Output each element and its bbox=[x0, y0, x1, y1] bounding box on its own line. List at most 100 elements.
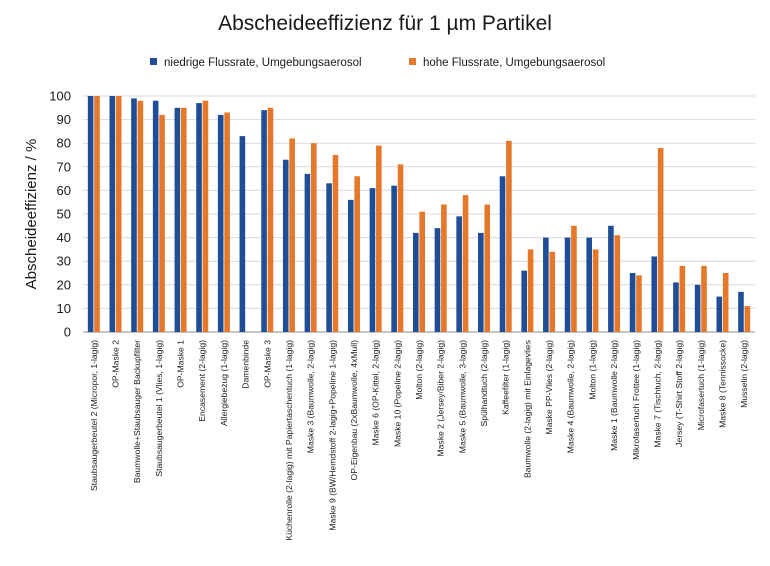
bar-low-flow bbox=[543, 237, 549, 332]
bar-low-flow bbox=[586, 237, 593, 332]
x-tick-label: Staubsaugerbeutel 2 (Micropor, 1-lagig) bbox=[89, 340, 99, 491]
bar-low-flow bbox=[196, 103, 202, 332]
x-tick-label: Maske 10 (Popeline 2-lagig) bbox=[392, 340, 402, 447]
bar-high-flow bbox=[137, 100, 144, 332]
chart-title: Abscheideeffizienz für 1 µm Partikel bbox=[218, 12, 552, 35]
bar-low-flow bbox=[131, 98, 137, 332]
x-tick-label: Molton (2-lagig) bbox=[414, 340, 424, 400]
gridlines bbox=[83, 95, 755, 333]
y-tick-label: 80 bbox=[57, 136, 71, 151]
bar-low-flow bbox=[152, 100, 159, 332]
y-tick-label: 100 bbox=[49, 89, 71, 104]
bar-high-flow bbox=[592, 249, 599, 332]
legend: niedrige Flussrate, Umgebungsaerosol hoh… bbox=[150, 57, 605, 69]
x-tick-label: Maske 9 (BW/Hemdstoff 2-lagig+Popeline 1… bbox=[327, 340, 337, 531]
bar-low-flow bbox=[326, 183, 332, 332]
bar-high-flow bbox=[332, 155, 339, 332]
y-tick-label: 70 bbox=[57, 159, 71, 174]
x-tick-label: Maske 2 (Jersey/Biber 2-lagig) bbox=[436, 340, 446, 457]
bar-low-flow bbox=[261, 110, 267, 332]
bar-high-flow bbox=[441, 204, 447, 332]
bar-low-flow bbox=[608, 225, 614, 332]
x-tick-label: Maske 3 (Baumwolle, 2-lagig) bbox=[306, 340, 316, 453]
x-tick-label: Küchenrolle (2-lagig) mit Papiertaschent… bbox=[284, 340, 294, 541]
x-tick-label: Musselin (2-lagig) bbox=[739, 340, 749, 408]
bar-low-flow bbox=[738, 291, 744, 332]
legend-label-high-flow: hohe Flussrate, Umgebungsaerosol bbox=[423, 57, 605, 69]
bar-high-flow bbox=[354, 176, 360, 332]
x-tick-label: Encasement (2-lagig) bbox=[197, 340, 207, 422]
y-axis-label: Abscheideeffizienz / % bbox=[23, 139, 40, 290]
y-tick-label: 20 bbox=[57, 277, 71, 292]
bar-high-flow bbox=[657, 147, 664, 332]
x-tick-label: Jersey (T-Shirt Stoff 2-lagig) bbox=[674, 340, 684, 447]
bar-high-flow bbox=[679, 265, 686, 332]
bar-high-flow bbox=[722, 273, 729, 332]
bar-high-flow bbox=[549, 251, 556, 332]
bar-high-flow bbox=[701, 265, 707, 332]
bar-low-flow bbox=[694, 284, 701, 332]
bar-low-flow bbox=[174, 107, 181, 332]
bar-high-flow bbox=[571, 225, 577, 332]
bar-low-flow bbox=[304, 173, 311, 332]
bar-low-flow bbox=[109, 96, 116, 332]
bar-high-flow bbox=[636, 275, 642, 332]
x-tick-label: Kaffeefilter (1-lagig) bbox=[501, 340, 511, 415]
bar-high-flow bbox=[744, 306, 751, 332]
bar-high-flow bbox=[484, 204, 491, 332]
x-tick-label: OP-Maske 2 bbox=[111, 340, 121, 388]
x-tick-label: Mikrofasertuch Frottee (1-lagig) bbox=[631, 340, 641, 460]
x-tick-label: Maske 5 (Baumwolle, 3-lagig) bbox=[457, 340, 467, 453]
x-tick-label: OP-Eigenbau (2xBaumwolle, 4xMull) bbox=[349, 340, 359, 481]
bar-low-flow bbox=[521, 270, 527, 332]
bar-low-flow bbox=[456, 216, 462, 332]
bar-low-flow bbox=[499, 176, 506, 332]
bar-low-flow bbox=[629, 273, 636, 332]
x-tick-label: Spülhandtuch (2-lagig) bbox=[479, 340, 489, 427]
x-tick-label: Maske 4 (Baumwolle, 2-lagig) bbox=[566, 340, 576, 453]
bar-high-flow bbox=[159, 114, 165, 332]
x-axis-ticks: Staubsaugerbeutel 2 (Micropor, 1-lagig) O… bbox=[89, 340, 749, 541]
bar-low-flow bbox=[217, 114, 224, 332]
bar-high-flow bbox=[311, 143, 317, 332]
bar-low-flow bbox=[716, 296, 723, 332]
bar-low-flow bbox=[87, 96, 94, 332]
bars bbox=[87, 96, 751, 333]
bar-low-flow bbox=[651, 256, 658, 332]
x-tick-label: Maske 8 (Tennissocke) bbox=[717, 340, 727, 428]
x-tick-label: Baumwolle (2-lagig) mit Einlagevlies bbox=[522, 340, 532, 478]
x-tick-label: Maske 1 (Baumwolle 2-lagig) bbox=[609, 340, 619, 451]
x-tick-label: Molton (1-lagig) bbox=[587, 340, 597, 400]
x-tick-label: Maske 7 (Tischtuch, 2-lagig) bbox=[652, 340, 662, 448]
bar-low-flow bbox=[347, 199, 354, 332]
x-tick-label: Baumwolle+Staubsauger Backupfilter bbox=[132, 340, 142, 483]
bar-high-flow bbox=[462, 195, 469, 332]
y-tick-label: 0 bbox=[64, 325, 71, 340]
x-tick-label: OP-Maske 3 bbox=[262, 340, 272, 388]
bar-high-flow bbox=[202, 100, 209, 332]
bar-low-flow bbox=[413, 232, 419, 332]
bar-low-flow bbox=[434, 228, 441, 332]
bar-high-flow bbox=[527, 249, 534, 332]
bar-high-flow bbox=[224, 112, 230, 333]
legend-label-low-flow: niedrige Flussrate, Umgebungsaerosol bbox=[164, 57, 362, 69]
bar-low-flow bbox=[391, 185, 397, 332]
bar-high-flow bbox=[115, 96, 122, 332]
y-tick-label: 90 bbox=[57, 112, 71, 127]
y-axis-ticks: 0 10 20 30 40 50 60 70 80 90 100 bbox=[49, 89, 71, 340]
x-tick-label: Allergiebezug (1-lagig) bbox=[219, 340, 229, 426]
x-tick-label: Damenbinde bbox=[241, 340, 251, 389]
x-tick-label: Maske 6 (OP-Kittel, 2-lagig) bbox=[371, 340, 381, 446]
x-tick-label: Maske PP-Vlies (2-lagig) bbox=[544, 340, 554, 435]
y-tick-label: 50 bbox=[57, 207, 71, 222]
bar-low-flow bbox=[478, 232, 484, 332]
bar-high-flow bbox=[419, 211, 425, 332]
legend-swatch-high-flow bbox=[409, 58, 416, 65]
y-tick-label: 30 bbox=[57, 254, 71, 269]
x-tick-label: OP-Maske 1 bbox=[176, 340, 186, 388]
bar-high-flow bbox=[376, 145, 382, 332]
y-tick-label: 40 bbox=[57, 230, 71, 245]
bar-high-flow bbox=[180, 107, 187, 332]
bar-high-flow bbox=[94, 96, 100, 332]
